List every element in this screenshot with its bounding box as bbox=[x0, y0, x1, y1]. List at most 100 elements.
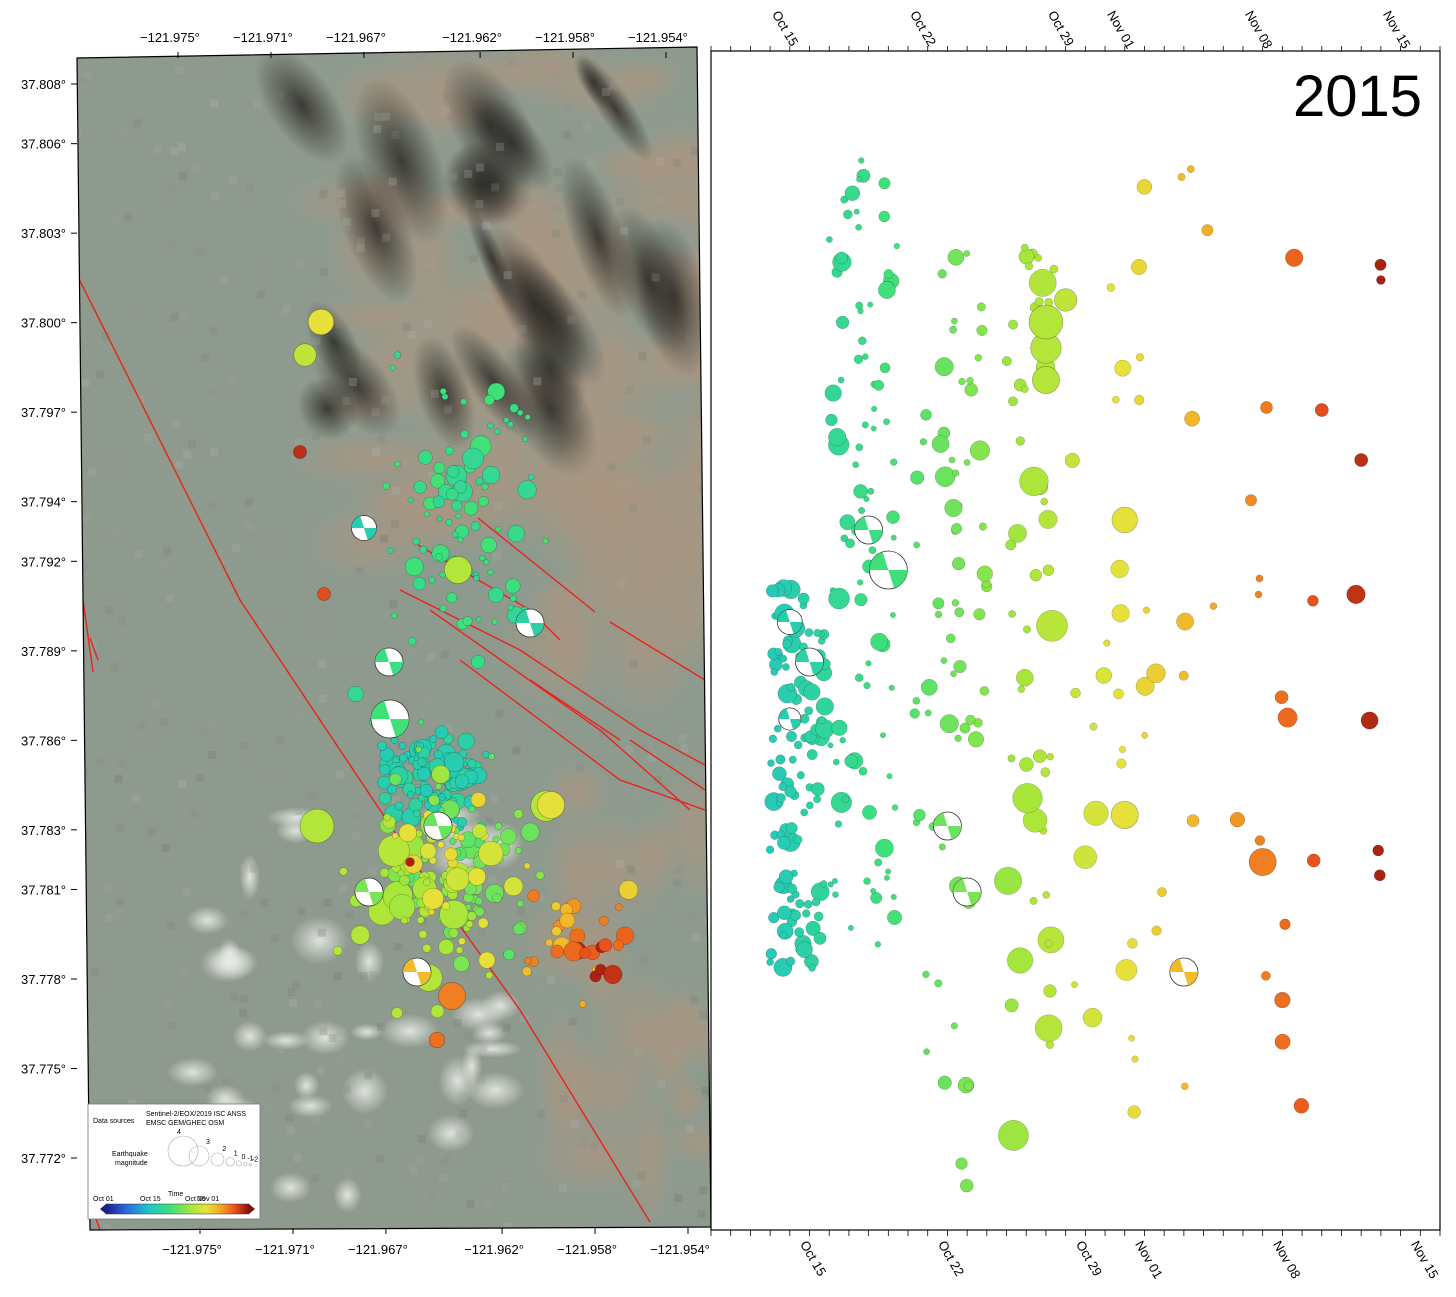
timeline-bottom-date-label: Nov 01 bbox=[1132, 1238, 1166, 1281]
map-event-dot bbox=[431, 764, 451, 784]
timeline-event-dot bbox=[976, 565, 993, 582]
map-event-dot bbox=[551, 901, 561, 912]
map-event-dot bbox=[474, 906, 485, 917]
timeline-event-dot bbox=[974, 354, 983, 362]
map-bottom-lon-tick-label: −121.962° bbox=[464, 1242, 524, 1257]
map-event-dot bbox=[412, 576, 427, 591]
map-event-dot bbox=[487, 422, 494, 430]
timeline-event-dot bbox=[934, 610, 943, 619]
focal-mechanism-beachball bbox=[423, 811, 453, 841]
timeline-event-dot bbox=[1229, 812, 1246, 828]
timeline-event-dot bbox=[793, 835, 803, 845]
timeline-event-dot bbox=[804, 706, 814, 716]
map-lat-tick-label: 37.778° bbox=[21, 972, 66, 987]
map-event-dot bbox=[524, 414, 531, 421]
timeline-event-dot bbox=[858, 336, 867, 346]
timeline-event-dot bbox=[878, 177, 891, 190]
map-event-dot bbox=[398, 742, 407, 750]
map-event-dot bbox=[400, 916, 409, 925]
timeline-event-dot bbox=[954, 734, 962, 742]
map-event-dot bbox=[483, 559, 490, 566]
featured-event-dot bbox=[299, 808, 335, 844]
timeline-event-dot bbox=[870, 887, 877, 895]
map-event-dot bbox=[389, 364, 396, 371]
timeline-event-dot bbox=[976, 302, 986, 312]
timeline-bottom-date-label: Nov 15 bbox=[1408, 1238, 1442, 1281]
map-lat-tick-label: 37.794° bbox=[21, 495, 66, 510]
timeline-event-dot bbox=[885, 868, 892, 875]
timeline-event-dot bbox=[1106, 283, 1116, 292]
map-event-dot bbox=[444, 752, 465, 773]
timeline-event-dot bbox=[976, 324, 988, 336]
map-event-dot bbox=[470, 792, 487, 808]
map-event-dot bbox=[433, 749, 444, 760]
timeline-top-date-label: Nov 08 bbox=[1242, 8, 1276, 51]
timeline-event-dot bbox=[777, 835, 791, 850]
featured-event-dot bbox=[1111, 506, 1138, 534]
map-event-dot bbox=[475, 616, 482, 623]
map-event-dot bbox=[404, 557, 424, 577]
map-earthquake-markers bbox=[293, 308, 639, 1049]
timeline-event-dot bbox=[865, 660, 872, 667]
timeline-event-dot bbox=[1186, 814, 1200, 828]
map-event-dot bbox=[438, 793, 446, 801]
fault-line bbox=[609, 621, 706, 681]
timeline-event-dot bbox=[858, 157, 865, 164]
focal-mechanism-beachball bbox=[515, 608, 545, 638]
focal-mechanism-beachball bbox=[795, 647, 824, 677]
legend-magnitude-label-1: Earthquake bbox=[112, 1151, 148, 1158]
timeline-bottom-date-label: Oct 29 bbox=[1073, 1238, 1105, 1279]
timeline-event-dot bbox=[952, 469, 960, 477]
map-panel: −121.975° −121.971° −121.967° −121.962° −121… bbox=[21, 30, 712, 1257]
timeline-event-dot bbox=[852, 461, 860, 469]
map-event-dot bbox=[448, 928, 459, 939]
timeline-event-dot bbox=[828, 428, 847, 447]
legend-magnitude-circle bbox=[225, 1157, 235, 1167]
map-event-dot bbox=[435, 552, 443, 561]
map-event-dot bbox=[453, 955, 470, 972]
timeline-event-dot bbox=[1134, 394, 1145, 406]
timeline-event-dot bbox=[1285, 248, 1304, 267]
map-event-dot bbox=[579, 947, 591, 959]
legend-time-label: Time bbox=[168, 1191, 183, 1198]
timeline-event-dot bbox=[913, 808, 926, 822]
timeline-event-dot bbox=[803, 900, 813, 909]
timeline-event-dot bbox=[1023, 625, 1031, 634]
timeline-event-dot bbox=[886, 773, 893, 780]
timeline-top-date-ticks: Oct 15 Oct 22 Oct 29 Nov 01 Nov 08 Nov 15 bbox=[710, 8, 1441, 51]
fault-line bbox=[429, 609, 691, 811]
timeline-event-dot bbox=[932, 597, 945, 610]
map-event-dot bbox=[522, 436, 529, 443]
legend-magnitude-value: -1 bbox=[247, 1156, 253, 1163]
timeline-event-dot bbox=[1007, 754, 1016, 763]
map-event-dot bbox=[494, 428, 501, 435]
map-event-dot bbox=[462, 616, 473, 627]
timeline-event-dot bbox=[794, 927, 805, 938]
featured-event-dot bbox=[1054, 288, 1078, 312]
timeline-event-dot bbox=[953, 659, 967, 674]
legend-box bbox=[87, 1103, 261, 1220]
timeline-event-dot bbox=[959, 722, 971, 734]
map-top-lon-tick-label: −121.954° bbox=[628, 30, 688, 45]
timeline-event-dot bbox=[969, 440, 990, 461]
timeline-event-dot bbox=[813, 911, 824, 922]
timeline-event-dot bbox=[835, 251, 848, 265]
legend-magnitude-circle bbox=[243, 1162, 248, 1167]
timeline-event-dot bbox=[813, 628, 822, 637]
map-event-dot bbox=[503, 948, 515, 961]
timeline-event-dot bbox=[920, 409, 932, 421]
map-top-lon-tick-label: −121.962° bbox=[442, 30, 502, 45]
map-event-dot bbox=[492, 893, 502, 903]
timeline-event-dot bbox=[893, 242, 900, 250]
map-event-dot bbox=[550, 944, 564, 959]
timeline-event-dot bbox=[773, 881, 785, 893]
timeline-event-dot bbox=[775, 754, 786, 765]
timeline-event-dot bbox=[954, 607, 965, 618]
timeline-event-dot bbox=[912, 697, 921, 705]
timeline-event-dot bbox=[800, 808, 809, 817]
timeline-event-dot bbox=[1146, 663, 1166, 684]
timeline-event-dot bbox=[1008, 524, 1027, 543]
timeline-event-dot bbox=[1008, 396, 1018, 407]
map-event-dot bbox=[500, 828, 517, 846]
